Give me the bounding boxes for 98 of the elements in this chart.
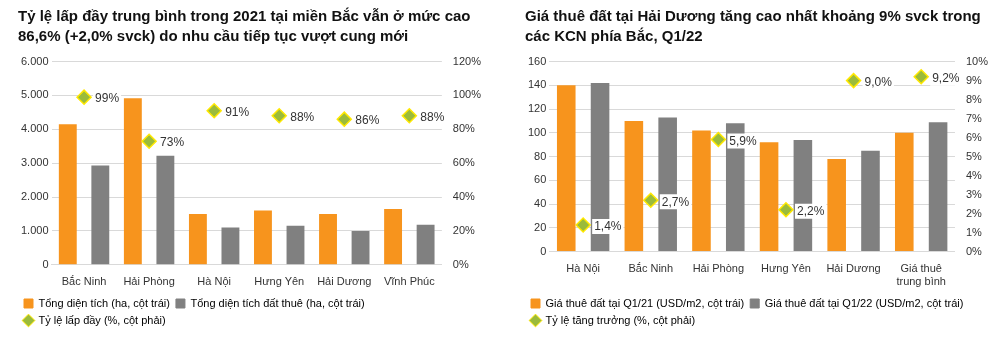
data-label: 88% (420, 110, 445, 125)
y2-tick-label: 7% (965, 111, 983, 124)
y-tick-label: 5.000 (21, 88, 49, 101)
bar (123, 98, 142, 265)
point (575, 217, 591, 233)
bar (624, 120, 644, 252)
y2-tick-label: 4% (965, 168, 983, 181)
y-tick-label: 1.000 (21, 223, 49, 236)
legend-label: Tỷ lệ tăng trưởng (%, cột phải) (545, 313, 696, 326)
y-tick-label: 100 (527, 125, 547, 138)
x-tick-label: Hải Dương (826, 262, 881, 275)
y2-tick-label: 0% (452, 257, 469, 270)
data-label: 1,4% (594, 219, 622, 234)
x-tick-label: Hải Phòng (123, 275, 175, 288)
y2-tick-label: 0% (965, 244, 983, 257)
x-tick-label: Vĩnh Phúc (383, 275, 436, 288)
legend-label: Tổng diện tích đất thuê (ha, cột trái) (190, 296, 365, 309)
bar (894, 132, 914, 252)
y-tick-label: 60 (534, 173, 547, 186)
y-tick-label: 140 (527, 78, 547, 91)
y2-tick-label: 9% (965, 73, 983, 86)
point (336, 111, 353, 127)
bar (928, 122, 948, 252)
y2-tick-label: 10% (965, 54, 989, 67)
y2-tick-label: 1% (965, 225, 983, 238)
data-label: 86% (355, 113, 380, 128)
bar (91, 165, 110, 265)
y-tick-label: 120 (527, 102, 547, 115)
data-label: 91% (225, 105, 250, 120)
legend-label: Tổng diện tích (ha, cột trái) (38, 296, 170, 309)
point (710, 131, 727, 148)
bar (556, 85, 576, 252)
legend-label: Giá thuê đất tại Q1/21 (USD/m2, cột trái) (545, 296, 745, 309)
bar (692, 130, 711, 252)
y-tick-label: 3.000 (21, 156, 49, 169)
bar (319, 214, 337, 265)
data-label: 2,2% (796, 204, 825, 219)
bar (759, 142, 779, 252)
y-tick-label: 4.000 (21, 122, 49, 135)
y-tick-label: 20 (534, 220, 547, 233)
x-tick-label: Hà Nội (566, 262, 600, 275)
x-tick-label: Hưng Yên (254, 275, 305, 288)
point (206, 102, 222, 119)
data-label: 5,9% (729, 133, 758, 148)
chart-title: Giá thuê đất tại Hải Dương tăng cao nhất khoảng 9% svck trong các KCN phía Bắc, Q1/22 (525, 6, 982, 46)
y2-tick-label: 5% (965, 149, 983, 162)
bar (861, 150, 880, 252)
y2-tick-label: 40% (452, 190, 476, 203)
bar (416, 224, 435, 265)
data-label: 9,0% (864, 74, 893, 89)
y2-tick-label: 6% (965, 130, 983, 143)
data-label: 9,2% (932, 71, 960, 86)
y-tick-label: 40 (534, 197, 547, 210)
y-tick-label: 2.000 (21, 190, 49, 203)
legend-label: Giá thuê đất tại Q1/22 (USD/m2, cột trái) (764, 296, 964, 309)
legend-label: Tỷ lệ lấp đầy (%, cột phải) (38, 313, 166, 326)
y2-tick-label: 8% (965, 92, 983, 105)
y2-tick-label: 100% (452, 88, 482, 101)
point (845, 72, 862, 89)
bar (827, 158, 846, 252)
y2-tick-label: 120% (452, 54, 482, 67)
point (271, 108, 287, 124)
point (141, 133, 157, 149)
x-tick-label: Giá thuê trung bình (896, 262, 946, 288)
y2-tick-label: 3% (965, 187, 983, 200)
x-tick-label: Hải Phòng (692, 262, 745, 275)
x-tick-label: Hà Nội (197, 275, 231, 288)
chart-title: Tỷ lệ lấp đầy trung bình trong 2021 tại miền Bắc vẫn ở mức cao 86,6% (+2,0% svck) do nhu cầu tiếp tục vượt cung mới (18, 6, 472, 46)
y-tick-label: 0 (42, 257, 49, 270)
y-tick-label: 6.000 (21, 54, 49, 67)
point (778, 202, 794, 218)
y-tick-label: 80 (534, 149, 547, 162)
point (76, 89, 92, 105)
bar (221, 227, 240, 265)
data-label: 88% (290, 110, 315, 125)
bar (286, 225, 305, 265)
bar (58, 124, 77, 265)
bar (188, 214, 207, 265)
y-tick-label: 160 (527, 54, 547, 67)
x-tick-label: Hải Dương (317, 275, 372, 288)
bar (254, 210, 272, 265)
x-tick-label: Bắc Ninh (628, 262, 674, 275)
data-label: 2,7% (661, 194, 690, 209)
data-label: 99% (95, 91, 120, 106)
point (401, 108, 418, 124)
y2-tick-label: 20% (452, 223, 476, 236)
data-label: 73% (160, 135, 185, 150)
y-tick-label: 0 (540, 244, 547, 257)
point (643, 192, 659, 209)
x-tick-label: Bắc Ninh (61, 275, 107, 288)
y2-tick-label: 80% (452, 122, 476, 135)
bar (351, 230, 370, 265)
y2-tick-label: 2% (965, 206, 983, 219)
bar (156, 155, 175, 265)
point (913, 69, 929, 85)
y2-tick-label: 60% (452, 156, 476, 169)
bar (384, 208, 403, 265)
x-tick-label: Hưng Yên (760, 262, 811, 275)
